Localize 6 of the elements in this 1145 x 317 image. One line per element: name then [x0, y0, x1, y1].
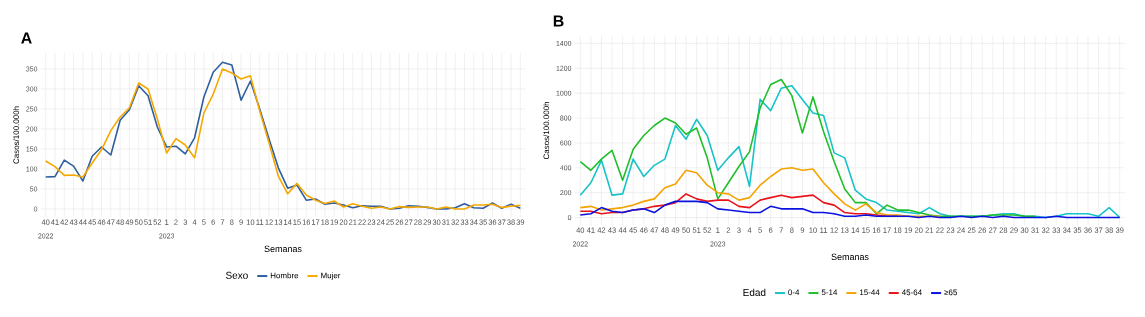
- chart-title: A: [21, 32, 32, 44]
- legend-title: Sexo: [225, 271, 248, 279]
- legend-title: Edad: [743, 288, 766, 296]
- chart-title: B: [553, 15, 564, 27]
- x-axis-title: Semanas: [831, 253, 869, 260]
- x-axis-title: Semanas: [264, 245, 302, 252]
